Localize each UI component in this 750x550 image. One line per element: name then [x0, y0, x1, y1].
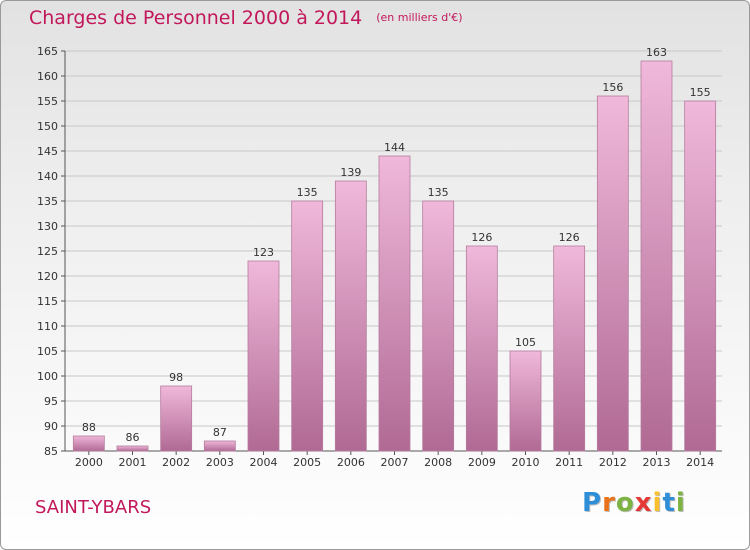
- x-tick-label: 2010: [512, 456, 540, 469]
- logo-letter: x: [634, 488, 653, 518]
- y-tick-label: 95: [44, 395, 58, 408]
- chart-title-line: Charges de Personnel 2000 à 2014 (en mill…: [29, 7, 463, 29]
- x-tick-label: 2001: [119, 456, 147, 469]
- logo-letter: i: [675, 488, 686, 518]
- y-tick-label: 145: [37, 145, 58, 158]
- bar: [640, 60, 673, 452]
- y-tick-label: 85: [44, 445, 58, 458]
- bar: [72, 435, 105, 452]
- y-tick-label: 155: [37, 95, 58, 108]
- y-tick-label: 125: [37, 245, 58, 258]
- bar: [160, 385, 193, 452]
- bar: [378, 155, 411, 452]
- bar: [247, 260, 280, 452]
- bar: [509, 350, 542, 452]
- data-label: 86: [126, 431, 140, 444]
- logo-letter: P: [582, 488, 603, 518]
- bar: [291, 200, 324, 452]
- y-tick-label: 140: [37, 170, 58, 183]
- axes: 85 90 95 100 105 110 115 120 125 130 135 140 145 150 1…: [37, 45, 722, 469]
- location-label: SAINT-YBARS: [35, 497, 152, 518]
- logo-letter: o: [615, 488, 635, 518]
- data-label: 88: [82, 421, 96, 434]
- data-label: 126: [559, 231, 580, 244]
- y-tick-label: 135: [37, 195, 58, 208]
- data-label: 98: [169, 371, 183, 384]
- x-tick-label: 2006: [337, 456, 365, 469]
- x-tick-label: 2012: [599, 456, 627, 469]
- y-tick-label: 160: [37, 70, 58, 83]
- unit-note: (en milliers d'€): [376, 11, 463, 24]
- logo-letter: t: [662, 488, 676, 518]
- y-tick-label: 150: [37, 120, 58, 133]
- bar: [553, 245, 586, 452]
- x-tick-label: 2000: [75, 456, 103, 469]
- bar: [203, 440, 236, 452]
- x-tick-label: 2005: [293, 456, 321, 469]
- data-label: 144: [384, 141, 405, 154]
- data-label: 87: [213, 426, 227, 439]
- bar: [116, 445, 149, 452]
- y-tick-label: 105: [37, 345, 58, 358]
- x-tick-label: 2009: [468, 456, 496, 469]
- y-tick-label: 115: [37, 295, 58, 308]
- data-label: 135: [297, 186, 318, 199]
- bar: [596, 95, 629, 452]
- bars: [72, 60, 717, 452]
- bar: [684, 100, 717, 452]
- x-tick-label: 2008: [424, 456, 452, 469]
- data-label: 163: [646, 46, 667, 59]
- data-label: 156: [602, 81, 623, 94]
- y-tick-label: 165: [37, 45, 58, 58]
- y-tick-label: 90: [44, 420, 58, 433]
- data-labels: 88 86 98 87 123 135 139 144 135 126 105 126 156 163 15…: [82, 46, 711, 444]
- logo-letter: r: [602, 488, 616, 518]
- logo-letter: i: [652, 488, 663, 518]
- x-tick-label: 2002: [162, 456, 190, 469]
- x-tick-label: 2007: [381, 456, 409, 469]
- data-label: 139: [340, 166, 361, 179]
- bar: [465, 245, 498, 452]
- bar: [334, 180, 367, 452]
- y-tick-label: 100: [37, 370, 58, 383]
- data-label: 155: [690, 86, 711, 99]
- data-label: 123: [253, 246, 274, 259]
- y-tick-label: 120: [37, 270, 58, 283]
- data-label: 126: [471, 231, 492, 244]
- proxiti-logo[interactable]: Proxiti: [582, 488, 686, 518]
- x-tick-label: 2013: [643, 456, 671, 469]
- y-tick-label: 130: [37, 220, 58, 233]
- x-tick-label: 2004: [250, 456, 278, 469]
- data-label: 135: [428, 186, 449, 199]
- chart-title: Charges de Personnel 2000 à 2014: [29, 7, 363, 29]
- x-tick-label: 2003: [206, 456, 234, 469]
- y-tick-label: 110: [37, 320, 58, 333]
- x-tick-label: 2014: [686, 456, 714, 469]
- data-label: 105: [515, 336, 536, 349]
- bar: [422, 200, 455, 452]
- x-tick-label: 2011: [555, 456, 583, 469]
